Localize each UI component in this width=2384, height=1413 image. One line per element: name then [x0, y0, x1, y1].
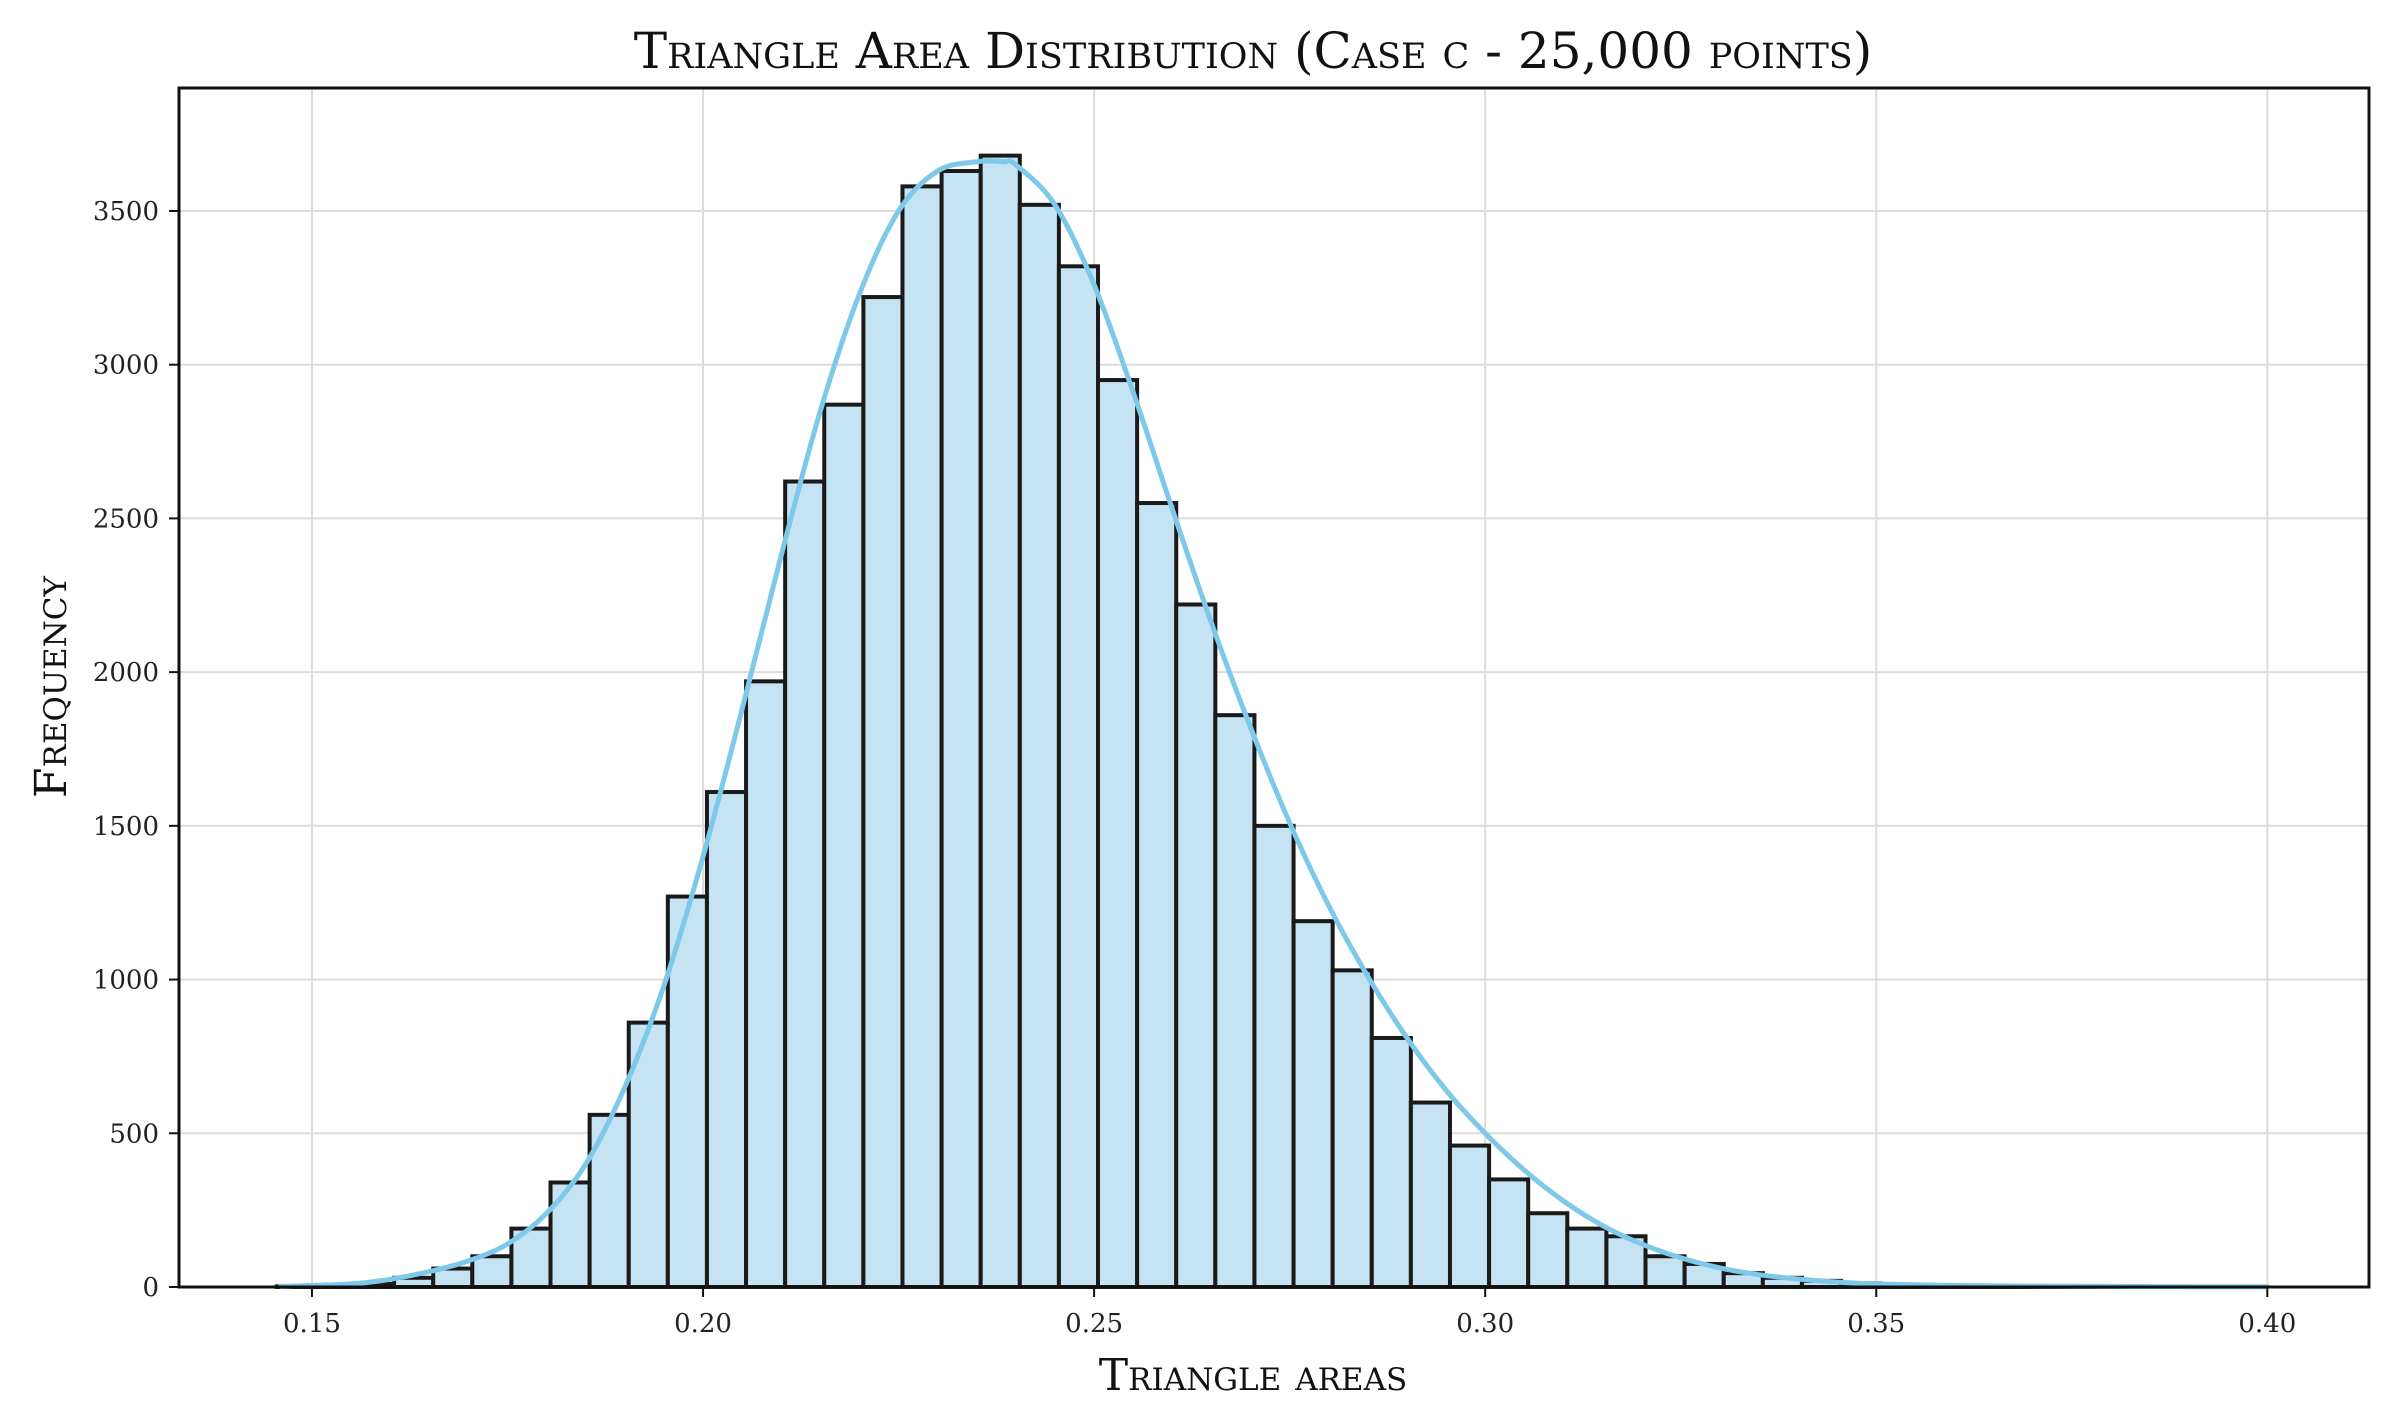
x-tick-label: 0.30: [1456, 1309, 1514, 1339]
histogram-bar: [548, 1180, 592, 1290]
kde-curve-layer: [278, 158, 2270, 1290]
y-tick-label: 2500: [93, 504, 159, 534]
histogram-bar: [470, 1254, 514, 1290]
y-tick-label: 3000: [93, 351, 159, 381]
y-tick-label: 500: [109, 1119, 159, 1149]
histogram-bar: [1135, 501, 1179, 1289]
x-tick-label: 0.25: [1065, 1309, 1123, 1339]
x-axis-ticks: 0.15 0.20 0.25 0.30 0.35 0.40: [283, 1287, 2296, 1339]
histogram-bar: [783, 479, 827, 1289]
histogram-bar: [1291, 919, 1335, 1290]
kde-curve: [278, 158, 2270, 1290]
histogram-bar: [1330, 968, 1374, 1289]
histogram-bar: [1643, 1254, 1687, 1290]
plot-frame: [177, 86, 2371, 1289]
histogram-bar: [744, 679, 788, 1289]
histogram-bar: [1252, 823, 1296, 1289]
histogram-bar: [1487, 1177, 1531, 1290]
histogram-bar: [1565, 1226, 1609, 1289]
grid-lines: [179, 88, 2369, 1288]
histogram-bar: [587, 1112, 631, 1290]
histogram-bar: [939, 169, 983, 1289]
histogram-bar: [861, 295, 905, 1289]
x-tick-label: 0.15: [283, 1309, 341, 1339]
histogram-bar: [1174, 602, 1218, 1289]
y-tick-label: 1000: [93, 966, 159, 996]
histogram-bar: [1017, 202, 1061, 1289]
histogram-bar: [978, 153, 1022, 1290]
y-tick-label: 0: [142, 1273, 159, 1303]
x-tick-label: 0.40: [2238, 1309, 2296, 1339]
histogram-bar: [1369, 1035, 1413, 1289]
y-axis-ticks: 0 500 1000 1500 2000 2500 3000 3500: [93, 197, 179, 1303]
chart-title: Triangle Area Distribution (Case c - 25,…: [634, 22, 1873, 80]
x-tick-label: 0.35: [1847, 1309, 1905, 1339]
y-tick-label: 3500: [93, 197, 159, 227]
histogram-bar: [1447, 1143, 1492, 1289]
histogram-bar: [1408, 1100, 1452, 1289]
x-tick-label: 0.20: [674, 1309, 732, 1339]
x-axis-label: Triangle areas: [1099, 1350, 1407, 1401]
histogram-bar: [900, 184, 944, 1289]
histogram-bar: [1096, 378, 1140, 1290]
histogram-bar: [704, 790, 749, 1289]
histogram-bar: [822, 402, 866, 1289]
histogram-bars: [274, 153, 2235, 1290]
y-axis-label: Frequency: [26, 575, 77, 798]
y-tick-label: 1500: [93, 812, 159, 842]
y-tick-label: 2000: [93, 658, 159, 688]
histogram-bar: [1213, 713, 1257, 1289]
histogram-bar: [1526, 1211, 1570, 1289]
histogram-bar: [1056, 264, 1101, 1290]
